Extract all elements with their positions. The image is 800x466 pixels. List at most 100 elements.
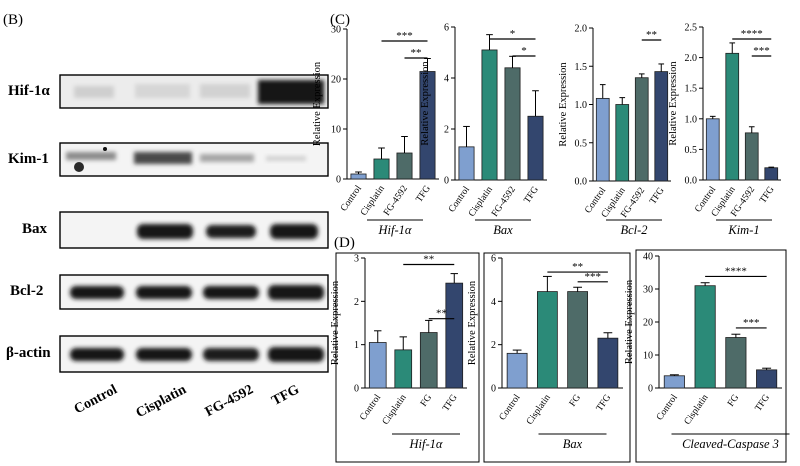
bar-control (458, 146, 475, 181)
bar-fg (725, 337, 747, 389)
y-tick-label: 20 (331, 75, 341, 86)
y-tick-label: 1.0 (575, 100, 588, 111)
y-tick-label: 10 (643, 351, 653, 362)
chart-title: Hif-1α (409, 437, 443, 451)
y-axis-label: Relative Expression (467, 280, 478, 365)
lane-label-control: Control (72, 382, 120, 417)
x-tick-label-tfg: TFG (648, 186, 667, 207)
panel-d-frame (483, 252, 631, 463)
y-tick-label: 4 (444, 74, 449, 85)
y-tick-label: 1.5 (575, 62, 588, 73)
y-tick-label: 0.0 (685, 176, 698, 187)
chart-title: Bax (493, 223, 513, 237)
blot-strip-bax (59, 211, 329, 249)
x-tick-label-fg: FG (419, 393, 434, 409)
x-tick-label-fg-4592: FG-4592 (490, 185, 518, 219)
panel-d-frame (635, 249, 787, 463)
lane-label-tfg: TFG (269, 382, 302, 409)
chart-title: Cleaved-Caspase 3 (682, 437, 779, 451)
x-tick-label-tfg: TFG (595, 393, 614, 414)
x-tick-label-fg: FG (568, 393, 583, 409)
blot-strip-actin (59, 335, 329, 373)
y-axis-label: Relative Expression (668, 61, 679, 146)
bar-cisplatin (615, 104, 630, 182)
x-tick-label-fg: FG (726, 393, 741, 409)
bar-control (663, 375, 685, 389)
protein-label-actin: β-actin (6, 345, 51, 361)
x-tick-label-tfg: TFG (758, 185, 777, 206)
y-tick-label: 30 (643, 285, 653, 296)
chart-title: Bax (563, 437, 583, 451)
y-tick-label: 1.0 (685, 114, 698, 125)
bar-cisplatin (394, 349, 413, 389)
blot-strip-bcl2 (59, 274, 329, 310)
y-tick-label: 2 (354, 297, 359, 308)
x-tick-label-tfg: TFG (754, 393, 773, 414)
significance-label: **** (741, 28, 763, 40)
chart-title: Hif-1α (378, 223, 412, 237)
bar-cisplatin (725, 52, 740, 181)
panel-label-c: (C) (330, 12, 350, 28)
x-tick-label-control: Control (358, 393, 383, 423)
panel-label-b: (B) (3, 12, 23, 28)
x-tick-label-cisplatin: Cisplatin (525, 393, 553, 427)
lane-label-fg4592: FG-4592 (203, 382, 256, 420)
y-axis-label: Relative Expression (420, 61, 431, 146)
protein-label-hif1a: Hif-1α (8, 83, 50, 99)
significance-label: * (510, 28, 516, 40)
panel-label-d: (D) (334, 235, 355, 251)
significance-label: ** (436, 308, 447, 320)
y-tick-label: 2 (491, 340, 496, 351)
y-tick-label: 0 (648, 384, 653, 395)
x-tick-label-fg-4592: FG-4592 (382, 184, 410, 218)
y-tick-label: 0 (491, 384, 496, 395)
y-tick-label: 1.5 (685, 84, 698, 95)
protein-label-bcl2: Bcl-2 (10, 283, 43, 299)
bar-fg-4592 (744, 132, 759, 181)
chart-title: Kim-1 (727, 223, 759, 237)
bar-tfg (597, 337, 619, 389)
bar-cisplatin (481, 49, 498, 181)
blot-strip-kim1 (59, 142, 329, 177)
bar-control (506, 352, 528, 389)
x-tick-label-tfg: TFG (441, 393, 460, 414)
y-tick-label: 2.5 (685, 23, 698, 34)
chart-title: Bcl-2 (620, 223, 647, 237)
x-tick-label-tfg: TFG (522, 185, 541, 206)
y-tick-label: 0.5 (685, 145, 698, 156)
x-tick-label-control: Control (498, 393, 523, 423)
x-tick-label-tfg: TFG (414, 184, 433, 205)
significance-label: * (521, 45, 527, 57)
bar-fg (567, 291, 589, 389)
y-tick-label: 0 (444, 176, 449, 187)
y-tick-label: 40 (643, 252, 653, 263)
bar-tfg (764, 167, 779, 181)
y-tick-label: 0 (336, 175, 341, 186)
x-tick-label-cisplatin: Cisplatin (381, 393, 409, 427)
x-tick-label-cisplatin: Cisplatin (683, 393, 711, 427)
significance-label: *** (585, 271, 602, 283)
panel-d-frame (335, 252, 480, 463)
western-blot: Hif-1α Kim-1 Bax Bcl-2 β-actin (6, 74, 329, 421)
y-tick-label: 0 (354, 384, 359, 395)
bar-fg-4592 (396, 152, 413, 180)
bar-control (350, 173, 367, 180)
bar-control (368, 342, 387, 389)
bar-cisplatin (694, 285, 716, 389)
y-tick-label: 3 (354, 254, 359, 265)
y-tick-label: 2.0 (575, 24, 588, 35)
y-tick-label: 30 (331, 25, 341, 36)
protein-label-kim1: Kim-1 (8, 151, 49, 167)
significance-label: ** (411, 47, 422, 59)
significance-label: ** (646, 29, 657, 41)
y-tick-label: 2 (444, 125, 449, 136)
y-tick-label: 6 (491, 254, 496, 265)
y-tick-label: 0.0 (575, 177, 588, 188)
